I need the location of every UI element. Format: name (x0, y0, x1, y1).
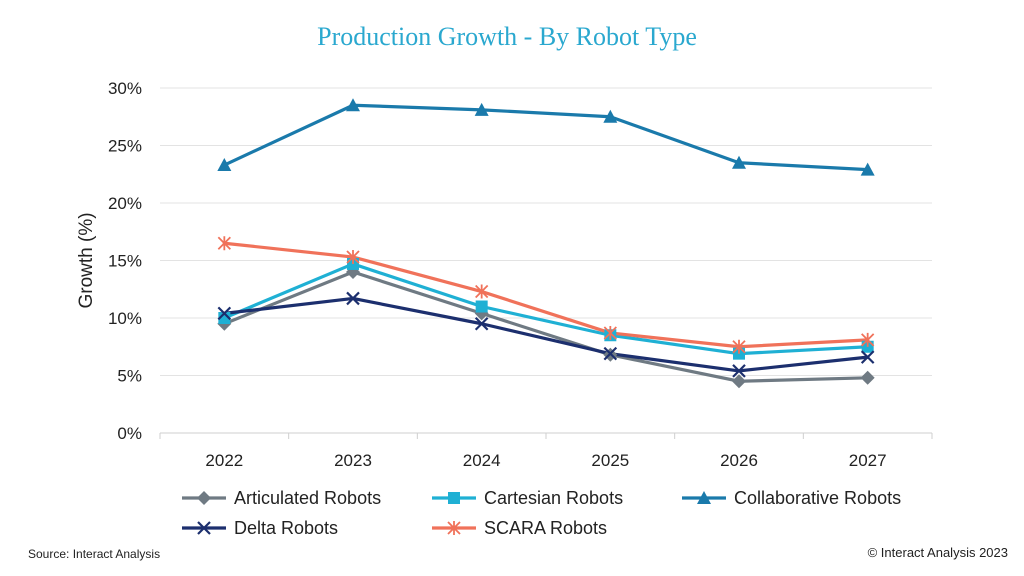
data-point (732, 339, 746, 354)
data-point (732, 155, 746, 169)
x-tick-label: 2022 (205, 451, 243, 470)
series-line-delta-robots (222, 296, 870, 373)
legend-label: Delta Robots (234, 518, 338, 538)
legend-marker (447, 521, 461, 535)
data-point (474, 102, 489, 116)
y-tick-label: 15% (108, 252, 142, 271)
legend-label: SCARA Robots (484, 518, 607, 538)
data-point (217, 236, 231, 251)
series-line-cartesian-robots (222, 262, 870, 356)
series-line-scara-robots (222, 241, 870, 349)
data-point (474, 316, 489, 331)
data-point (732, 364, 746, 378)
legend-item: Articulated Robots (182, 488, 381, 508)
data-point (346, 291, 360, 306)
data-point (732, 374, 746, 389)
legend-item: Delta Robots (182, 518, 338, 538)
data-point (860, 350, 875, 364)
data-point (603, 325, 617, 340)
y-tick-label: 0% (117, 424, 142, 443)
legend-marker (697, 491, 711, 504)
y-tick-label: 30% (108, 79, 142, 98)
series-line-articulated-robots (222, 270, 870, 383)
data-point (603, 346, 618, 361)
y-tick-label: 10% (108, 309, 142, 328)
data-point (861, 332, 875, 347)
y-tick-label: 5% (117, 367, 142, 386)
data-point (346, 98, 360, 112)
source-note: Source: Interact Analysis (28, 547, 161, 561)
x-tick-label: 2024 (463, 451, 501, 470)
data-point (475, 284, 489, 299)
y-tick-label: 25% (108, 137, 142, 156)
x-tick-label: 2025 (591, 451, 629, 470)
y-axis-label: Growth (%) (76, 212, 97, 308)
legend-label: Cartesian Robots (484, 488, 623, 508)
series-line-collaborative-robots (222, 103, 870, 172)
legend-marker (197, 521, 211, 535)
x-tick-label: 2023 (334, 451, 372, 470)
data-point (217, 306, 232, 321)
chart-title: Production Growth - By Robot Type (317, 22, 697, 51)
legend-item: SCARA Robots (432, 518, 607, 538)
legend-marker (197, 491, 211, 505)
data-point (860, 162, 875, 176)
y-tick-label: 20% (108, 194, 142, 213)
data-point (217, 158, 232, 172)
legend-item: Cartesian Robots (432, 488, 623, 508)
legend-item: Collaborative Robots (682, 488, 901, 508)
copyright-note: © Interact Analysis 2023 (867, 545, 1008, 560)
legend-marker (448, 492, 460, 504)
data-point (346, 250, 360, 265)
x-tick-label: 2026 (720, 451, 758, 470)
data-point (860, 370, 875, 385)
legend-label: Articulated Robots (234, 488, 381, 508)
legend-label: Collaborative Robots (734, 488, 901, 508)
data-point (603, 109, 618, 123)
data-point (475, 300, 488, 313)
x-tick-label: 2027 (849, 451, 887, 470)
